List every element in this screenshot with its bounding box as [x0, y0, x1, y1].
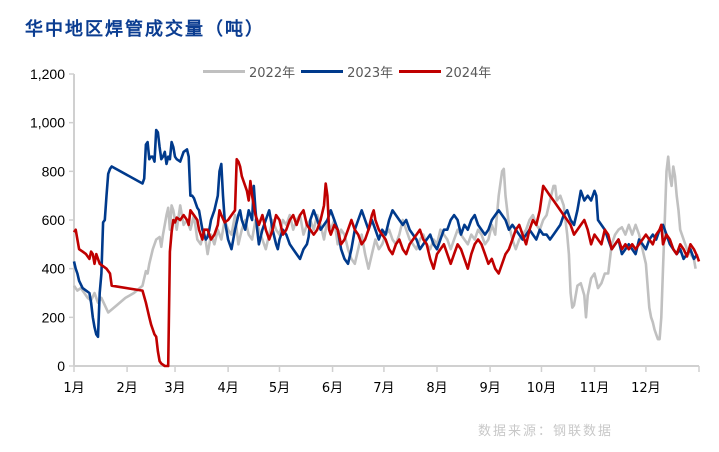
legend-label-2022: 2022年 — [249, 66, 296, 81]
x-tick-label: 7月 — [373, 381, 394, 396]
y-tick-label: 400 — [42, 261, 66, 277]
chart-legend: 2022年 2023年 2024年 — [203, 62, 497, 81]
y-tick-label: 200 — [42, 309, 66, 325]
data-source-note: 数据来源：钢联数据 — [478, 424, 614, 439]
chart-series — [72, 128, 701, 368]
chart-title: 华中地区焊管成交量（吨） — [25, 19, 265, 40]
y-tick-label: 1,000 — [30, 115, 65, 131]
y-tick-label: 800 — [42, 163, 66, 179]
series-line-2023 — [72, 128, 699, 339]
legend-swatch-2023 — [301, 70, 344, 73]
x-tick-label: 4月 — [217, 381, 238, 396]
x-tick-label: 3月 — [164, 381, 185, 396]
x-tick-label: 5月 — [269, 381, 290, 396]
legend-swatch-2024 — [399, 70, 442, 73]
y-tick-label: 1,200 — [30, 66, 65, 82]
x-tick-label: 2月 — [116, 381, 137, 396]
series-line-2022 — [72, 155, 697, 341]
y-tick-label: 0 — [57, 358, 65, 374]
series-line-2024 — [72, 157, 701, 368]
x-tick-label: 12月 — [631, 381, 661, 396]
legend-item-2023: 2023年 — [301, 62, 393, 81]
legend-label-2024: 2024年 — [445, 66, 492, 81]
x-tick-label: 9月 — [479, 381, 500, 396]
chart-axes: 0 200 400 600 800 1,000 1,200 1月 2月 3月 4月 5月 6月 7月 8月 9… — [30, 66, 700, 396]
legend-item-2022: 2022年 — [203, 62, 295, 81]
x-tick-label: 10月 — [527, 381, 557, 396]
x-tick-label: 6月 — [322, 381, 343, 396]
x-tick-label: 1月 — [63, 381, 84, 396]
y-tick-label: 600 — [42, 212, 66, 228]
legend-label-2023: 2023年 — [347, 66, 394, 81]
legend-item-2024: 2024年 — [399, 62, 491, 81]
legend-swatch-2022 — [203, 70, 245, 73]
x-tick-label: 11月 — [580, 381, 610, 396]
x-tick-label: 8月 — [426, 381, 447, 396]
